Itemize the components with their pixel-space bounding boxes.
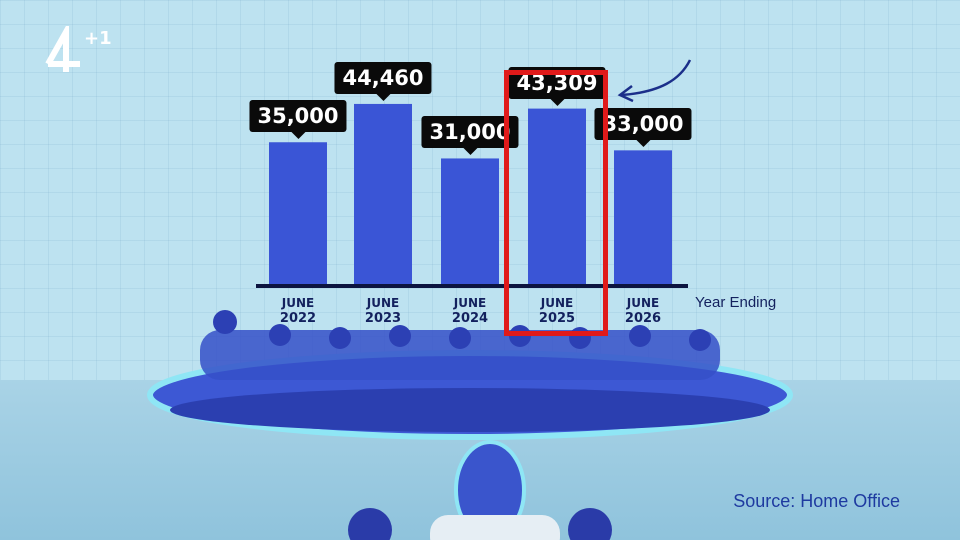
highlight-box [504,70,608,336]
tick-month: JUNE [366,296,400,310]
annotation-arrowhead [617,85,634,103]
tick-label-2022: JUNE 2022 [280,296,316,326]
tick-month: JUNE [540,296,574,310]
tick-month: JUNE [281,296,315,310]
tick-year: 2026 [624,311,662,326]
tick-label-2024: JUNE 2024 [452,296,488,326]
tick-label-2025: JUNE 2025 [539,296,575,326]
tick-year: 2022 [279,311,317,326]
data-label-2022: 35,000 [249,100,347,140]
tick-label-2023: JUNE 2023 [365,296,401,326]
data-label-2026: 33,000 [594,108,692,148]
dinghy-illustration [147,310,793,440]
tick-label-2026: JUNE 2026 [625,296,661,326]
tick-month: JUNE [626,296,660,310]
x-axis-label: Year Ending [695,294,777,311]
bar-2023 [354,103,412,284]
bar-group [269,103,672,285]
bar-2024 [441,158,499,284]
tick-year: 2024 [451,311,489,326]
tick-year: 2025 [538,311,576,326]
annotation-arrow [621,59,692,97]
tick-month: JUNE [453,296,487,310]
foreground-people [348,440,612,540]
source-caption: Source: Home Office [733,491,900,511]
bar-2022 [269,142,327,284]
bar-2026 [614,150,672,284]
channel-4-logo [45,26,80,72]
data-label-2023: 44,460 [334,61,432,101]
tick-year: 2023 [364,311,402,326]
bar-2025 [528,108,586,285]
data-label-2024: 31,000 [421,116,519,156]
channel-suffix: +1 [84,28,112,49]
